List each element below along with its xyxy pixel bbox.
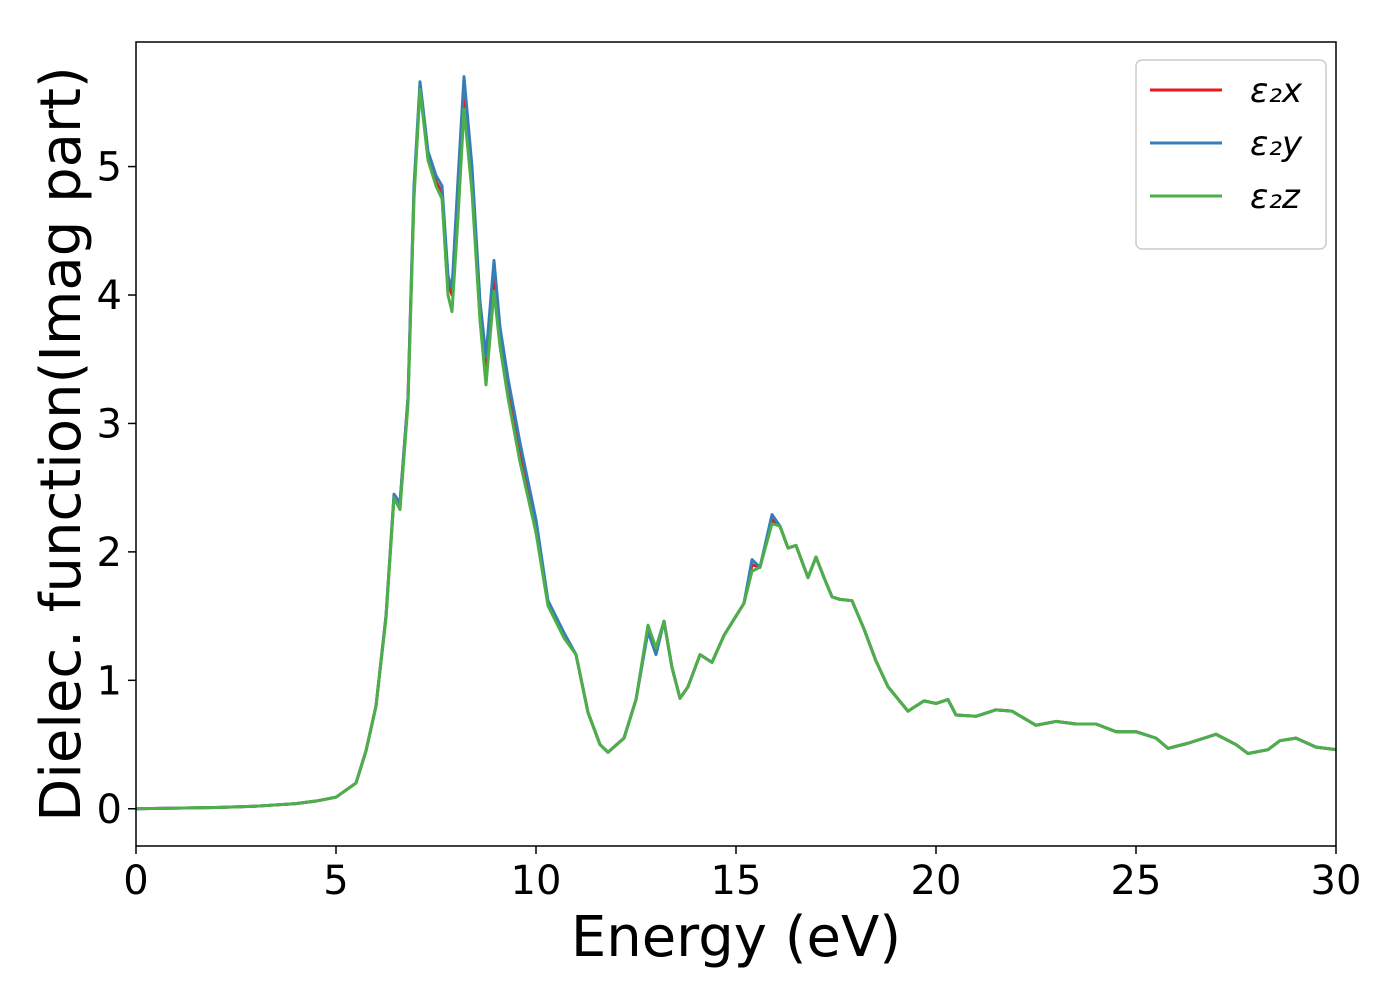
x-tick-label: 25	[1111, 858, 1162, 904]
legend-box	[1135, 59, 1327, 250]
y-axis-label: Dielec. function(Imag part)	[29, 66, 94, 822]
y-tick-label: 1	[97, 658, 122, 704]
y-tick-label: 0	[97, 787, 122, 833]
plot-frame	[135, 41, 1337, 847]
x-tick-label: 10	[511, 858, 562, 904]
legend-label: ε₂z	[1250, 177, 1301, 217]
x-tick-label: 20	[911, 858, 962, 904]
y-tick-label: 3	[97, 401, 122, 447]
x-axis-label: Energy (eV)	[571, 905, 901, 970]
x-tick-label: 30	[1311, 858, 1362, 904]
x-tick-label: 0	[123, 858, 148, 904]
y-tick-label: 2	[97, 530, 122, 576]
x-tick-label: 15	[711, 858, 762, 904]
y-tick-label: 4	[97, 273, 122, 319]
data-line	[135, 88, 1337, 811]
legend-label: ε₂y	[1250, 124, 1303, 164]
y-tick-label: 5	[97, 145, 122, 191]
legend-label: ε₂x	[1250, 71, 1303, 111]
x-tick-label: 5	[323, 858, 348, 904]
